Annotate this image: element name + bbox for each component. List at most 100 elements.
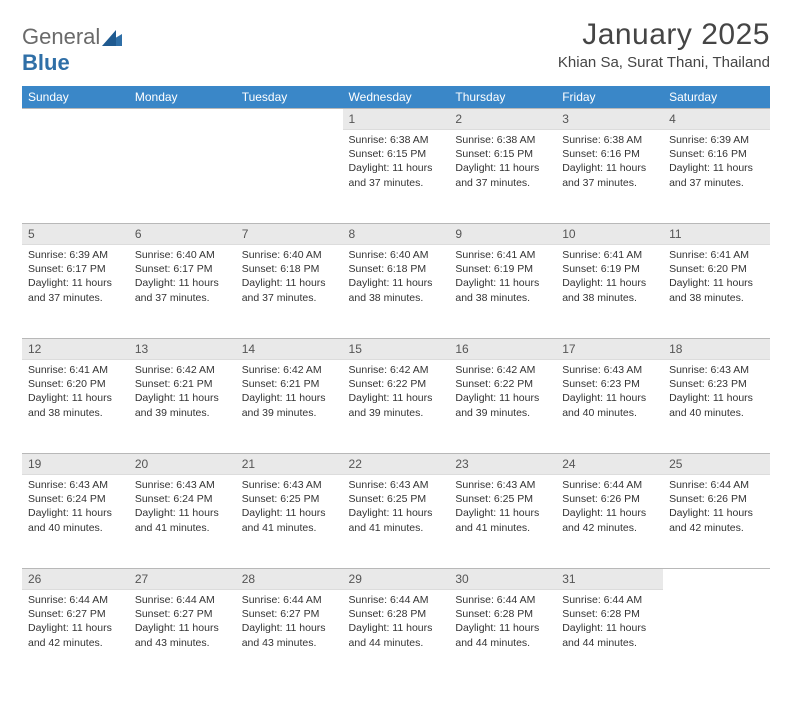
daylight-line: Daylight: 11 hours and 40 minutes. [562,391,657,419]
day-content: Sunrise: 6:43 AMSunset: 6:23 PMDaylight:… [663,360,770,426]
empty-cell [22,130,129,224]
day-number-cell: 24 [556,454,663,475]
daylight-line: Daylight: 11 hours and 37 minutes. [28,276,123,304]
sunset-line: Sunset: 6:26 PM [562,492,657,506]
day-number-cell: 4 [663,109,770,130]
sunrise-line: Sunrise: 6:44 AM [242,593,337,607]
sunrise-line: Sunrise: 6:44 AM [349,593,444,607]
sunset-line: Sunset: 6:23 PM [562,377,657,391]
sunrise-line: Sunrise: 6:43 AM [28,478,123,492]
title-block: January 2025 Khian Sa, Surat Thani, Thai… [558,18,770,71]
day-cell: Sunrise: 6:38 AMSunset: 6:16 PMDaylight:… [556,130,663,224]
day-content: Sunrise: 6:44 AMSunset: 6:26 PMDaylight:… [556,475,663,541]
day-number-cell: 6 [129,224,236,245]
day-number-cell: 11 [663,224,770,245]
day-cell: Sunrise: 6:43 AMSunset: 6:23 PMDaylight:… [663,360,770,454]
day-content-row: Sunrise: 6:44 AMSunset: 6:27 PMDaylight:… [22,590,770,684]
sunrise-line: Sunrise: 6:44 AM [669,478,764,492]
day-cell: Sunrise: 6:44 AMSunset: 6:28 PMDaylight:… [343,590,450,684]
daylight-line: Daylight: 11 hours and 43 minutes. [242,621,337,649]
day-number-cell: 28 [236,569,343,590]
sunrise-line: Sunrise: 6:43 AM [455,478,550,492]
daylight-line: Daylight: 11 hours and 37 minutes. [135,276,230,304]
sunrise-line: Sunrise: 6:39 AM [669,133,764,147]
day-content: Sunrise: 6:39 AMSunset: 6:16 PMDaylight:… [663,130,770,196]
day-content-row: Sunrise: 6:43 AMSunset: 6:24 PMDaylight:… [22,475,770,569]
location-text: Khian Sa, Surat Thani, Thailand [558,54,770,71]
day-number-cell: 26 [22,569,129,590]
sunrise-line: Sunrise: 6:40 AM [135,248,230,262]
sunset-line: Sunset: 6:27 PM [242,607,337,621]
sunrise-line: Sunrise: 6:43 AM [135,478,230,492]
day-cell: Sunrise: 6:42 AMSunset: 6:21 PMDaylight:… [129,360,236,454]
sunset-line: Sunset: 6:24 PM [135,492,230,506]
day-content: Sunrise: 6:38 AMSunset: 6:15 PMDaylight:… [449,130,556,196]
daylight-line: Daylight: 11 hours and 42 minutes. [562,506,657,534]
daylight-line: Daylight: 11 hours and 37 minutes. [242,276,337,304]
sunset-line: Sunset: 6:23 PM [669,377,764,391]
weekday-row: SundayMondayTuesdayWednesdayThursdayFrid… [22,86,770,109]
sunset-line: Sunset: 6:21 PM [135,377,230,391]
day-content: Sunrise: 6:40 AMSunset: 6:18 PMDaylight:… [236,245,343,311]
sunrise-line: Sunrise: 6:38 AM [349,133,444,147]
daylight-line: Daylight: 11 hours and 39 minutes. [135,391,230,419]
daylight-line: Daylight: 11 hours and 37 minutes. [455,161,550,189]
day-cell: Sunrise: 6:38 AMSunset: 6:15 PMDaylight:… [449,130,556,224]
brand-mark-icon [102,30,122,46]
empty-cell [129,109,236,130]
day-cell: Sunrise: 6:43 AMSunset: 6:25 PMDaylight:… [449,475,556,569]
empty-cell [663,590,770,684]
day-number-row: 567891011 [22,224,770,245]
day-number-cell: 21 [236,454,343,475]
sunset-line: Sunset: 6:18 PM [242,262,337,276]
daylight-line: Daylight: 11 hours and 42 minutes. [28,621,123,649]
day-content: Sunrise: 6:41 AMSunset: 6:19 PMDaylight:… [449,245,556,311]
day-cell: Sunrise: 6:42 AMSunset: 6:22 PMDaylight:… [449,360,556,454]
day-content: Sunrise: 6:38 AMSunset: 6:15 PMDaylight:… [343,130,450,196]
day-number-cell: 30 [449,569,556,590]
sunrise-line: Sunrise: 6:44 AM [562,478,657,492]
day-number-cell: 14 [236,339,343,360]
daylight-line: Daylight: 11 hours and 44 minutes. [455,621,550,649]
calendar-table: SundayMondayTuesdayWednesdayThursdayFrid… [22,86,770,684]
daylight-line: Daylight: 11 hours and 38 minutes. [455,276,550,304]
day-cell: Sunrise: 6:39 AMSunset: 6:17 PMDaylight:… [22,245,129,339]
day-cell: Sunrise: 6:44 AMSunset: 6:26 PMDaylight:… [663,475,770,569]
daylight-line: Daylight: 11 hours and 44 minutes. [562,621,657,649]
sunset-line: Sunset: 6:20 PM [28,377,123,391]
day-number-cell: 16 [449,339,556,360]
sunset-line: Sunset: 6:28 PM [562,607,657,621]
day-content: Sunrise: 6:43 AMSunset: 6:25 PMDaylight:… [236,475,343,541]
day-content: Sunrise: 6:43 AMSunset: 6:24 PMDaylight:… [129,475,236,541]
daylight-line: Daylight: 11 hours and 41 minutes. [135,506,230,534]
day-number-row: 262728293031 [22,569,770,590]
sunrise-line: Sunrise: 6:42 AM [349,363,444,377]
daylight-line: Daylight: 11 hours and 44 minutes. [349,621,444,649]
day-content: Sunrise: 6:43 AMSunset: 6:24 PMDaylight:… [22,475,129,541]
header: GeneralBlue January 2025 Khian Sa, Surat… [22,18,770,76]
day-content: Sunrise: 6:44 AMSunset: 6:26 PMDaylight:… [663,475,770,541]
day-number-cell: 10 [556,224,663,245]
sunset-line: Sunset: 6:27 PM [28,607,123,621]
day-content-row: Sunrise: 6:39 AMSunset: 6:17 PMDaylight:… [22,245,770,339]
sunrise-line: Sunrise: 6:43 AM [669,363,764,377]
sunset-line: Sunset: 6:17 PM [28,262,123,276]
day-content-row: Sunrise: 6:41 AMSunset: 6:20 PMDaylight:… [22,360,770,454]
calendar-head: SundayMondayTuesdayWednesdayThursdayFrid… [22,86,770,109]
sunrise-line: Sunrise: 6:38 AM [455,133,550,147]
day-cell: Sunrise: 6:44 AMSunset: 6:28 PMDaylight:… [556,590,663,684]
sunset-line: Sunset: 6:28 PM [349,607,444,621]
day-number-cell: 19 [22,454,129,475]
brand-text: GeneralBlue [22,24,122,76]
day-number-cell: 27 [129,569,236,590]
daylight-line: Daylight: 11 hours and 40 minutes. [669,391,764,419]
day-content-row: Sunrise: 6:38 AMSunset: 6:15 PMDaylight:… [22,130,770,224]
day-cell: Sunrise: 6:44 AMSunset: 6:26 PMDaylight:… [556,475,663,569]
daylight-line: Daylight: 11 hours and 38 minutes. [669,276,764,304]
sunrise-line: Sunrise: 6:38 AM [562,133,657,147]
sunrise-line: Sunrise: 6:41 AM [562,248,657,262]
daylight-line: Daylight: 11 hours and 38 minutes. [28,391,123,419]
sunrise-line: Sunrise: 6:42 AM [242,363,337,377]
sunset-line: Sunset: 6:19 PM [562,262,657,276]
day-cell: Sunrise: 6:43 AMSunset: 6:25 PMDaylight:… [236,475,343,569]
